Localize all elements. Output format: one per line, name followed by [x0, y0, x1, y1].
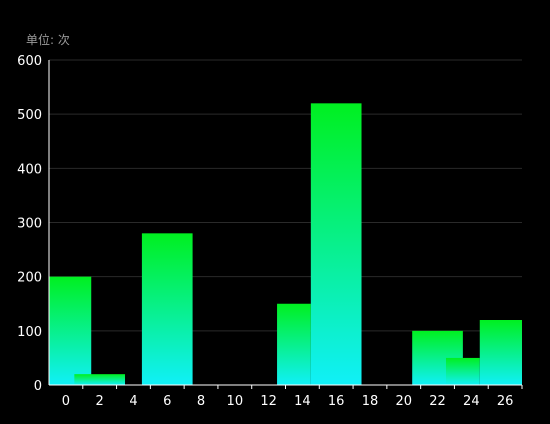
x-tick-label: 16 [328, 394, 345, 409]
unit-label: 单位: 次 [26, 31, 70, 48]
y-tick-label: 200 [17, 271, 42, 286]
y-axis-ticks: 0 100 200 300 400 500 600 [17, 54, 42, 394]
y-tick-label: 400 [17, 162, 42, 177]
x-tick-label: 8 [197, 394, 205, 409]
x-tick-label: 20 [395, 394, 412, 409]
bar [310, 103, 362, 385]
bar [445, 357, 480, 385]
x-tick-label: 12 [260, 394, 277, 409]
x-tick-label: 6 [163, 394, 171, 409]
y-tick-label: 500 [17, 108, 42, 123]
x-tick-label: 26 [497, 394, 514, 409]
x-tick-label: 14 [294, 394, 311, 409]
bar [479, 320, 522, 385]
x-axis-ticks: 0 2 4 6 8 10 12 14 16 18 20 22 24 26 [62, 385, 523, 409]
grid-lines [49, 59, 522, 332]
unit-label-value: 次 [57, 33, 70, 47]
bar [74, 374, 126, 385]
x-tick-label: 0 [62, 394, 70, 409]
x-tick-label: 2 [96, 394, 104, 409]
bar [141, 233, 193, 385]
unit-label-prefix: 单位: [26, 33, 55, 47]
x-tick-label: 4 [129, 394, 137, 409]
bar [49, 276, 92, 385]
bars [49, 103, 522, 385]
x-tick-label: 18 [362, 394, 379, 409]
x-tick-label: 22 [429, 394, 446, 409]
bar [277, 303, 311, 385]
y-tick-label: 600 [17, 54, 42, 69]
y-tick-label: 0 [34, 379, 42, 394]
y-tick-label: 100 [17, 325, 42, 340]
y-tick-label: 300 [17, 217, 42, 232]
x-tick-label: 24 [463, 394, 480, 409]
x-tick-label: 10 [227, 394, 244, 409]
